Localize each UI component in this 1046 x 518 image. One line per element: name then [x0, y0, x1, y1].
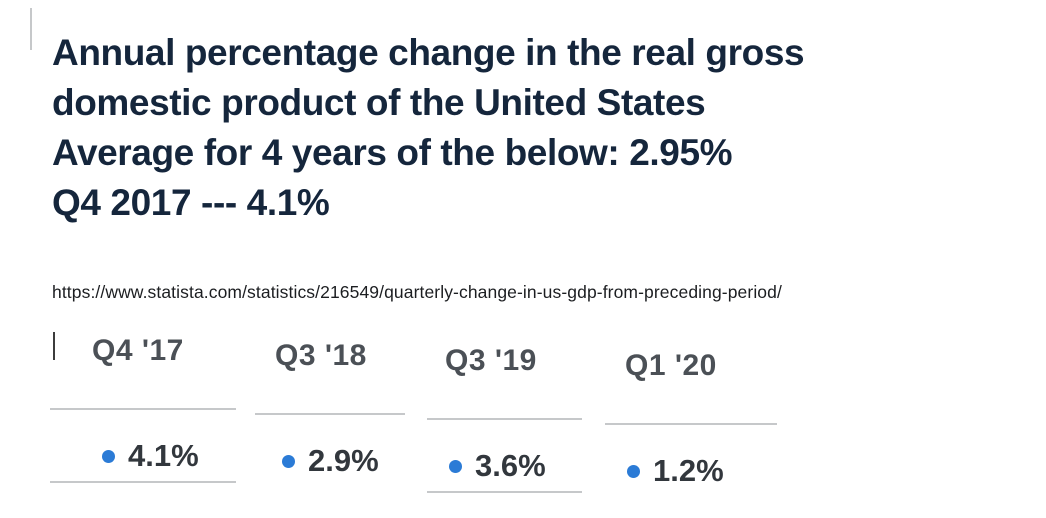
column-header: Q3 '19 [445, 344, 537, 377]
table-column-q3-18: Q3 '18 2.9% [255, 339, 405, 481]
bullet-dot-icon [102, 449, 115, 463]
left-border-line [30, 8, 32, 50]
value-row: 1.2% [605, 451, 777, 491]
bullet-dot-icon [282, 454, 295, 468]
column-header: Q3 '18 [275, 339, 367, 372]
table-column-q1-20: Q1 '20 1.2% [605, 349, 777, 491]
column-header: Q1 '20 [625, 349, 717, 382]
header-divider [427, 418, 582, 420]
title-line-3: Average for 4 years of the below: 2.95% [52, 132, 733, 173]
title-line-1: Annual percentage change in the real gro… [52, 32, 805, 73]
value-label: 4.1% [128, 438, 199, 473]
table-column-q3-19: Q3 '19 3.6% [427, 344, 582, 493]
source-url[interactable]: https://www.statista.com/statistics/2165… [52, 282, 782, 302]
value-label: 3.6% [475, 448, 546, 483]
header-divider [50, 408, 236, 410]
value-row: 4.1% [50, 436, 236, 476]
header-divider [605, 423, 777, 425]
value-label: 2.9% [308, 443, 379, 478]
column-header: Q4 '17 [92, 334, 184, 367]
table-column-q4-17: Q4 '17 4.1% [50, 334, 236, 483]
title-line-2: domestic product of the United States [52, 82, 706, 123]
value-divider [50, 481, 236, 483]
header-divider [255, 413, 405, 415]
text-cursor [53, 332, 55, 360]
page-title: Annual percentage change in the real gro… [52, 28, 805, 228]
value-label: 1.2% [653, 453, 724, 488]
value-row: 2.9% [255, 441, 405, 481]
title-line-4: Q4 2017 --- 4.1% [52, 182, 330, 223]
value-divider [427, 491, 582, 493]
value-row: 3.6% [427, 446, 582, 486]
bullet-dot-icon [449, 459, 462, 473]
bullet-dot-icon [627, 464, 640, 478]
